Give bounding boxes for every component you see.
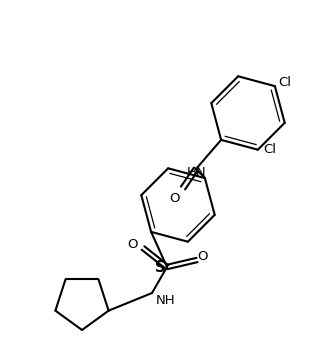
Text: O: O xyxy=(170,191,180,204)
Text: Cl: Cl xyxy=(263,143,276,156)
Text: Cl: Cl xyxy=(278,76,291,89)
Text: HN: HN xyxy=(187,166,207,180)
Text: O: O xyxy=(128,237,138,251)
Text: S: S xyxy=(155,260,165,274)
Text: NH: NH xyxy=(156,295,176,307)
Text: O: O xyxy=(198,250,208,262)
